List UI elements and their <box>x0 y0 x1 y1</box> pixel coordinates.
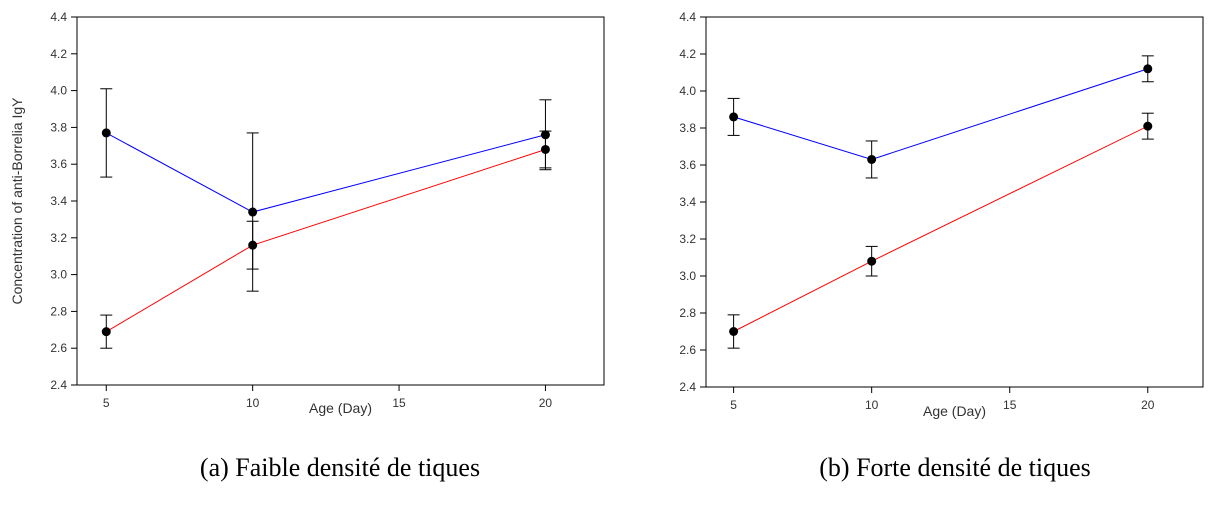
data-point <box>248 240 258 250</box>
data-point <box>729 327 739 336</box>
series-1 <box>727 112 1154 349</box>
series-line <box>733 68 1148 160</box>
y-tick-label: 3.2 <box>50 231 67 245</box>
y-tick-label: 4.4 <box>50 10 67 24</box>
y-tick-label: 2.8 <box>50 304 67 318</box>
y-tick-label: 2.4 <box>50 378 67 392</box>
y-axis-title: Concentration of anti-Borrelia IgY <box>9 97 25 305</box>
y-tick-label: 3.6 <box>679 158 696 172</box>
data-point <box>1143 121 1153 131</box>
x-tick-label: 20 <box>539 396 553 410</box>
series-0 <box>100 88 552 292</box>
x-tick-label: 15 <box>1003 398 1017 412</box>
y-tick-label: 2.6 <box>50 341 67 355</box>
x-axis-title: Age (Day) <box>309 400 372 416</box>
data-point <box>101 128 111 138</box>
plot-frame <box>705 16 1204 388</box>
y-tick-label: 4.0 <box>50 84 67 98</box>
series-0 <box>727 55 1154 179</box>
x-tick-label: 10 <box>865 398 879 412</box>
series-line <box>106 149 546 333</box>
x-tick-label: 5 <box>103 396 110 410</box>
plot-frame <box>76 16 605 386</box>
y-tick-label: 3.8 <box>679 121 696 135</box>
series-line <box>106 132 546 213</box>
x-tick-label: 10 <box>246 396 260 410</box>
figure-caption: (a) Faible densité de tiques <box>200 453 480 482</box>
data-point <box>729 112 739 122</box>
y-tick-label: 4.4 <box>679 10 696 24</box>
chart-1: 2.4 2.6 2.8 3.0 3.2 3.4 3.6 3.8 4.0 4.2 4.4 5 10 15 20… <box>679 10 1204 482</box>
y-tick-label: 3.0 <box>679 269 696 283</box>
data-point <box>540 144 550 154</box>
y-tick-label: 2.4 <box>679 380 696 394</box>
data-point <box>867 256 877 266</box>
x-axis-title: Age (Day) <box>923 403 986 419</box>
x-tick-label: 20 <box>1141 398 1155 412</box>
data-point <box>248 207 258 217</box>
x-tick-label: 15 <box>392 396 406 410</box>
chart-0: 2.4 2.6 2.8 3.0 3.2 3.4 3.6 3.8 4.0 4.2 4.4 5 10 15 20… <box>9 10 605 482</box>
y-tick-label: 3.4 <box>50 194 67 208</box>
y-tick-label: 2.8 <box>679 306 696 320</box>
data-point <box>1143 64 1153 74</box>
data-point <box>101 327 111 337</box>
series-line <box>733 125 1148 332</box>
y-tick-label: 2.6 <box>679 343 696 357</box>
y-tick-label: 4.0 <box>679 84 696 98</box>
y-tick-label: 3.0 <box>50 268 67 282</box>
y-tick-label: 3.6 <box>50 157 67 171</box>
y-tick-label: 3.8 <box>50 120 67 134</box>
series-1 <box>100 130 552 349</box>
y-tick-label: 4.2 <box>50 47 67 61</box>
figure-caption: (b) Forte densité de tiques <box>819 453 1091 482</box>
x-tick-label: 5 <box>730 398 737 412</box>
y-tick-label: 4.2 <box>679 47 696 61</box>
y-tick-label: 3.2 <box>679 232 696 246</box>
data-point <box>867 154 877 164</box>
y-tick-label: 3.4 <box>679 195 696 209</box>
